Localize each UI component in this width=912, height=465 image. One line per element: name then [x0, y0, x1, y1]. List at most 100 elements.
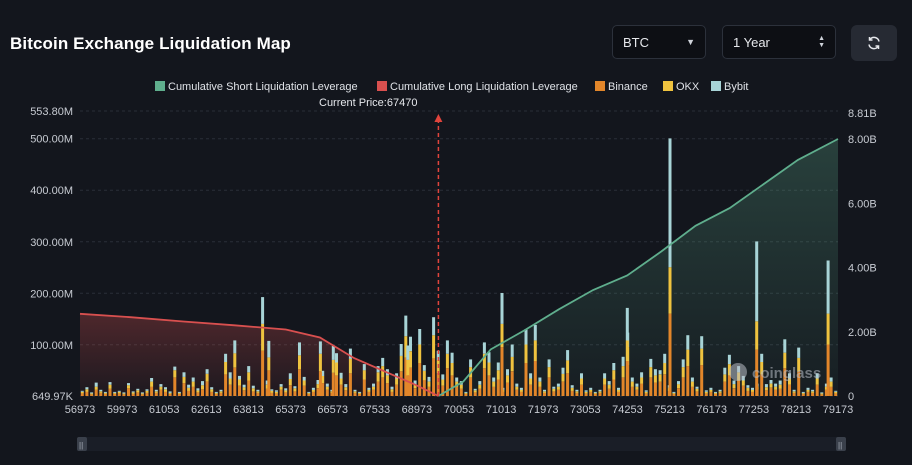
bar-bybit — [515, 383, 519, 387]
bar-okx — [681, 367, 685, 378]
bar-binance — [668, 313, 672, 396]
bar-okx — [331, 359, 335, 373]
legend-binance[interactable]: Binance — [608, 81, 648, 93]
bar-bybit — [436, 350, 440, 360]
bar-binance — [344, 390, 348, 396]
bar-bybit — [251, 385, 255, 389]
coin-select[interactable]: BTC ▼ — [612, 25, 706, 59]
bar-binance — [136, 392, 140, 396]
bar-okx — [826, 313, 830, 345]
bar-binance — [436, 373, 440, 396]
bar-bybit — [506, 369, 509, 376]
bar-okx — [751, 389, 754, 392]
bar-bybit — [445, 340, 449, 354]
bar-binance — [90, 394, 94, 396]
bar-binance — [741, 385, 745, 396]
slider-handle-right[interactable] — [836, 437, 846, 451]
bar-bybit — [131, 391, 135, 393]
grip-icon: || — [79, 441, 83, 450]
page-title: Bitcoin Exchange Liquidation Map — [10, 34, 291, 53]
bar-okx — [321, 375, 325, 384]
x-tick-label: 71973 — [528, 404, 559, 416]
bar-binance — [210, 391, 214, 396]
bar-binance — [492, 386, 496, 396]
bar-bybit — [824, 383, 828, 387]
bar-binance — [353, 392, 357, 396]
bar-bybit — [214, 391, 218, 393]
bar-okx — [108, 384, 112, 389]
bar-okx — [506, 375, 509, 383]
bar-bybit — [196, 388, 200, 391]
bar-bybit — [455, 377, 459, 382]
bar-binance — [751, 391, 754, 396]
bar-binance — [94, 389, 98, 396]
bar-bybit — [182, 372, 186, 377]
bar-okx — [214, 392, 218, 394]
bar-binance — [256, 392, 260, 396]
bar-bybit — [450, 352, 454, 363]
bar-okx — [418, 344, 422, 363]
x-tick-label: 76173 — [696, 404, 727, 416]
bar-binance — [824, 389, 828, 396]
bar-okx — [538, 381, 542, 387]
bar-okx — [362, 370, 366, 380]
range-slider[interactable]: || || — [77, 437, 846, 451]
legend-long[interactable]: Cumulative Long Liquidation Leverage — [390, 81, 578, 93]
bar-bybit — [238, 375, 241, 380]
bar-binance — [737, 380, 741, 396]
legend-short[interactable]: Cumulative Short Liquidation Leverage — [168, 81, 358, 93]
bar-okx — [806, 389, 810, 392]
bar-binance — [788, 384, 791, 396]
bar-okx — [598, 391, 602, 393]
bar-okx — [732, 384, 736, 389]
bar-okx — [625, 340, 629, 361]
legend-bybit[interactable]: Bybit — [724, 81, 748, 93]
bar-binance — [533, 361, 537, 396]
bar-okx — [427, 381, 431, 387]
refresh-button[interactable] — [851, 25, 897, 61]
y-left-tick-label: 649.97K — [32, 391, 74, 403]
bar-okx — [177, 392, 181, 394]
slider-handle-left[interactable] — [77, 437, 87, 451]
bar-bybit — [834, 390, 838, 392]
bar-bybit — [561, 367, 565, 374]
bar-binance — [714, 393, 717, 396]
bar-binance — [284, 392, 288, 396]
bar-okx — [113, 392, 117, 394]
bar-bybit — [723, 367, 727, 375]
bar-binance — [529, 384, 533, 396]
x-tick-label: 79173 — [823, 404, 854, 416]
bar-bybit — [700, 336, 704, 349]
bar-okx — [293, 388, 297, 392]
bar-binance — [769, 387, 773, 396]
bar-binance — [584, 393, 588, 396]
bar-okx — [432, 335, 436, 359]
bar-bybit — [469, 359, 473, 368]
range-select[interactable]: 1 Year ▲ ▼ — [722, 25, 836, 59]
bar-binance — [547, 377, 551, 396]
legend-swatch-bybit — [711, 81, 721, 91]
bar-okx — [834, 391, 838, 394]
bar-bybit — [187, 384, 191, 388]
bar-bybit — [543, 389, 546, 392]
bar-okx — [695, 388, 699, 392]
bar-okx — [478, 384, 482, 389]
bar-bybit — [390, 386, 394, 390]
bar-okx — [376, 372, 380, 382]
bar-binance — [302, 385, 306, 396]
bar-okx — [251, 388, 255, 392]
bar-binance — [219, 392, 223, 396]
bar-binance — [348, 373, 352, 396]
bar-bybit — [406, 345, 410, 360]
bar-binance — [834, 393, 838, 396]
bar-okx — [668, 267, 672, 314]
legend-okx[interactable]: OKX — [676, 81, 700, 93]
bar-okx — [122, 393, 126, 395]
bar-bybit — [164, 387, 167, 390]
long-cumulative-area — [80, 313, 439, 396]
bar-bybit — [381, 357, 385, 367]
bar-bybit — [801, 391, 805, 393]
bar-binance — [224, 374, 228, 396]
bar-binance — [677, 388, 680, 396]
x-tick-label: 61053 — [149, 404, 180, 416]
